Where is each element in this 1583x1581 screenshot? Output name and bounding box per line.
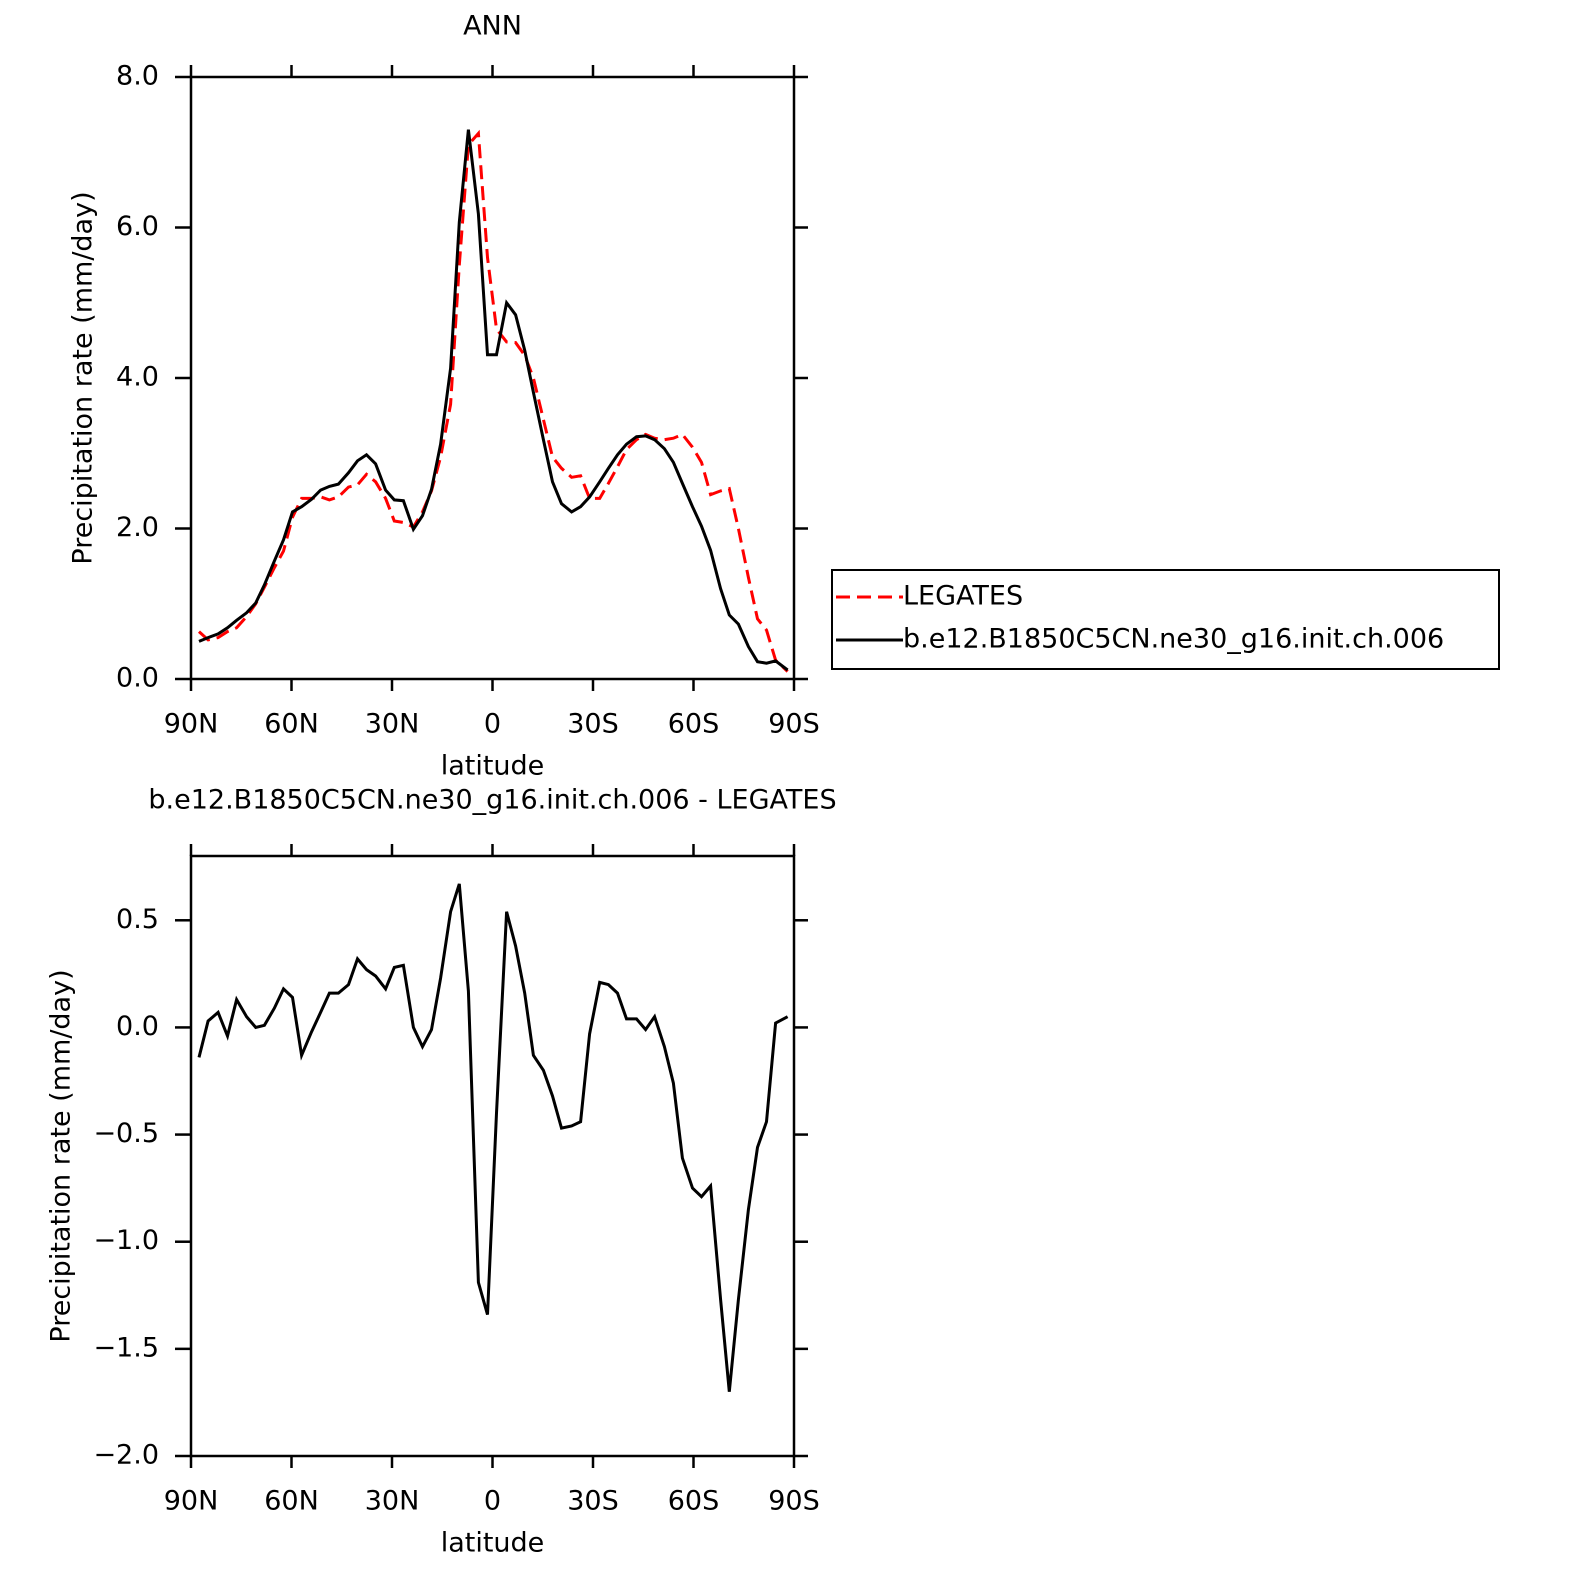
y-tick-label: 4.0 — [116, 362, 159, 393]
y-axis-label: Precipitation rate (mm/day) — [46, 969, 77, 1342]
y-tick-label: 0.0 — [116, 1011, 159, 1042]
x-tick-label: 30N — [365, 709, 420, 740]
y-axis-label: Precipitation rate (mm/day) — [68, 191, 99, 564]
x-tick-label: 0 — [484, 709, 501, 740]
x-tick-label: 90N — [164, 1486, 219, 1517]
x-tick-label: 0 — [484, 1486, 501, 1517]
x-axis-label: latitude — [441, 1528, 545, 1559]
x-tick-label: 30S — [567, 709, 619, 740]
legend-label: LEGATES — [903, 581, 1023, 612]
y-tick-label: 0.5 — [116, 904, 159, 935]
x-tick-label: 30N — [365, 1486, 420, 1517]
y-tick-label: −2.0 — [93, 1440, 159, 1471]
x-tick-label: 30S — [567, 1486, 619, 1517]
y-tick-label: −0.5 — [93, 1118, 159, 1149]
x-tick-label: 90N — [164, 709, 219, 740]
data-line — [198, 129, 789, 672]
x-tick-label: 90S — [768, 709, 820, 740]
plot-frame — [189, 854, 796, 1458]
y-tick-label: 0.0 — [116, 663, 159, 694]
y-tick-label: 6.0 — [116, 211, 159, 242]
y-tick-label: 2.0 — [116, 512, 159, 543]
data-line — [197, 129, 789, 673]
y-tick-label: 8.0 — [116, 61, 159, 92]
x-tick-label: 60S — [668, 1486, 720, 1517]
x-axis-label: latitude — [441, 751, 545, 782]
x-tick-label: 60N — [264, 1486, 319, 1517]
chart-title: ANN — [463, 11, 522, 42]
data-line — [197, 883, 789, 1392]
chart-title: b.e12.B1850C5CN.ne30_g16.init.ch.006 - L… — [148, 785, 836, 816]
x-tick-label: 90S — [768, 1486, 820, 1517]
x-tick-label: 60S — [668, 709, 720, 740]
plot-frame — [189, 75, 796, 681]
y-tick-label: −1.0 — [93, 1225, 159, 1256]
legend-box — [831, 569, 1500, 670]
x-tick-label: 60N — [264, 709, 319, 740]
y-tick-label: −1.5 — [93, 1332, 159, 1363]
legend-label: b.e12.B1850C5CN.ne30_g16.init.ch.006 — [903, 624, 1444, 655]
